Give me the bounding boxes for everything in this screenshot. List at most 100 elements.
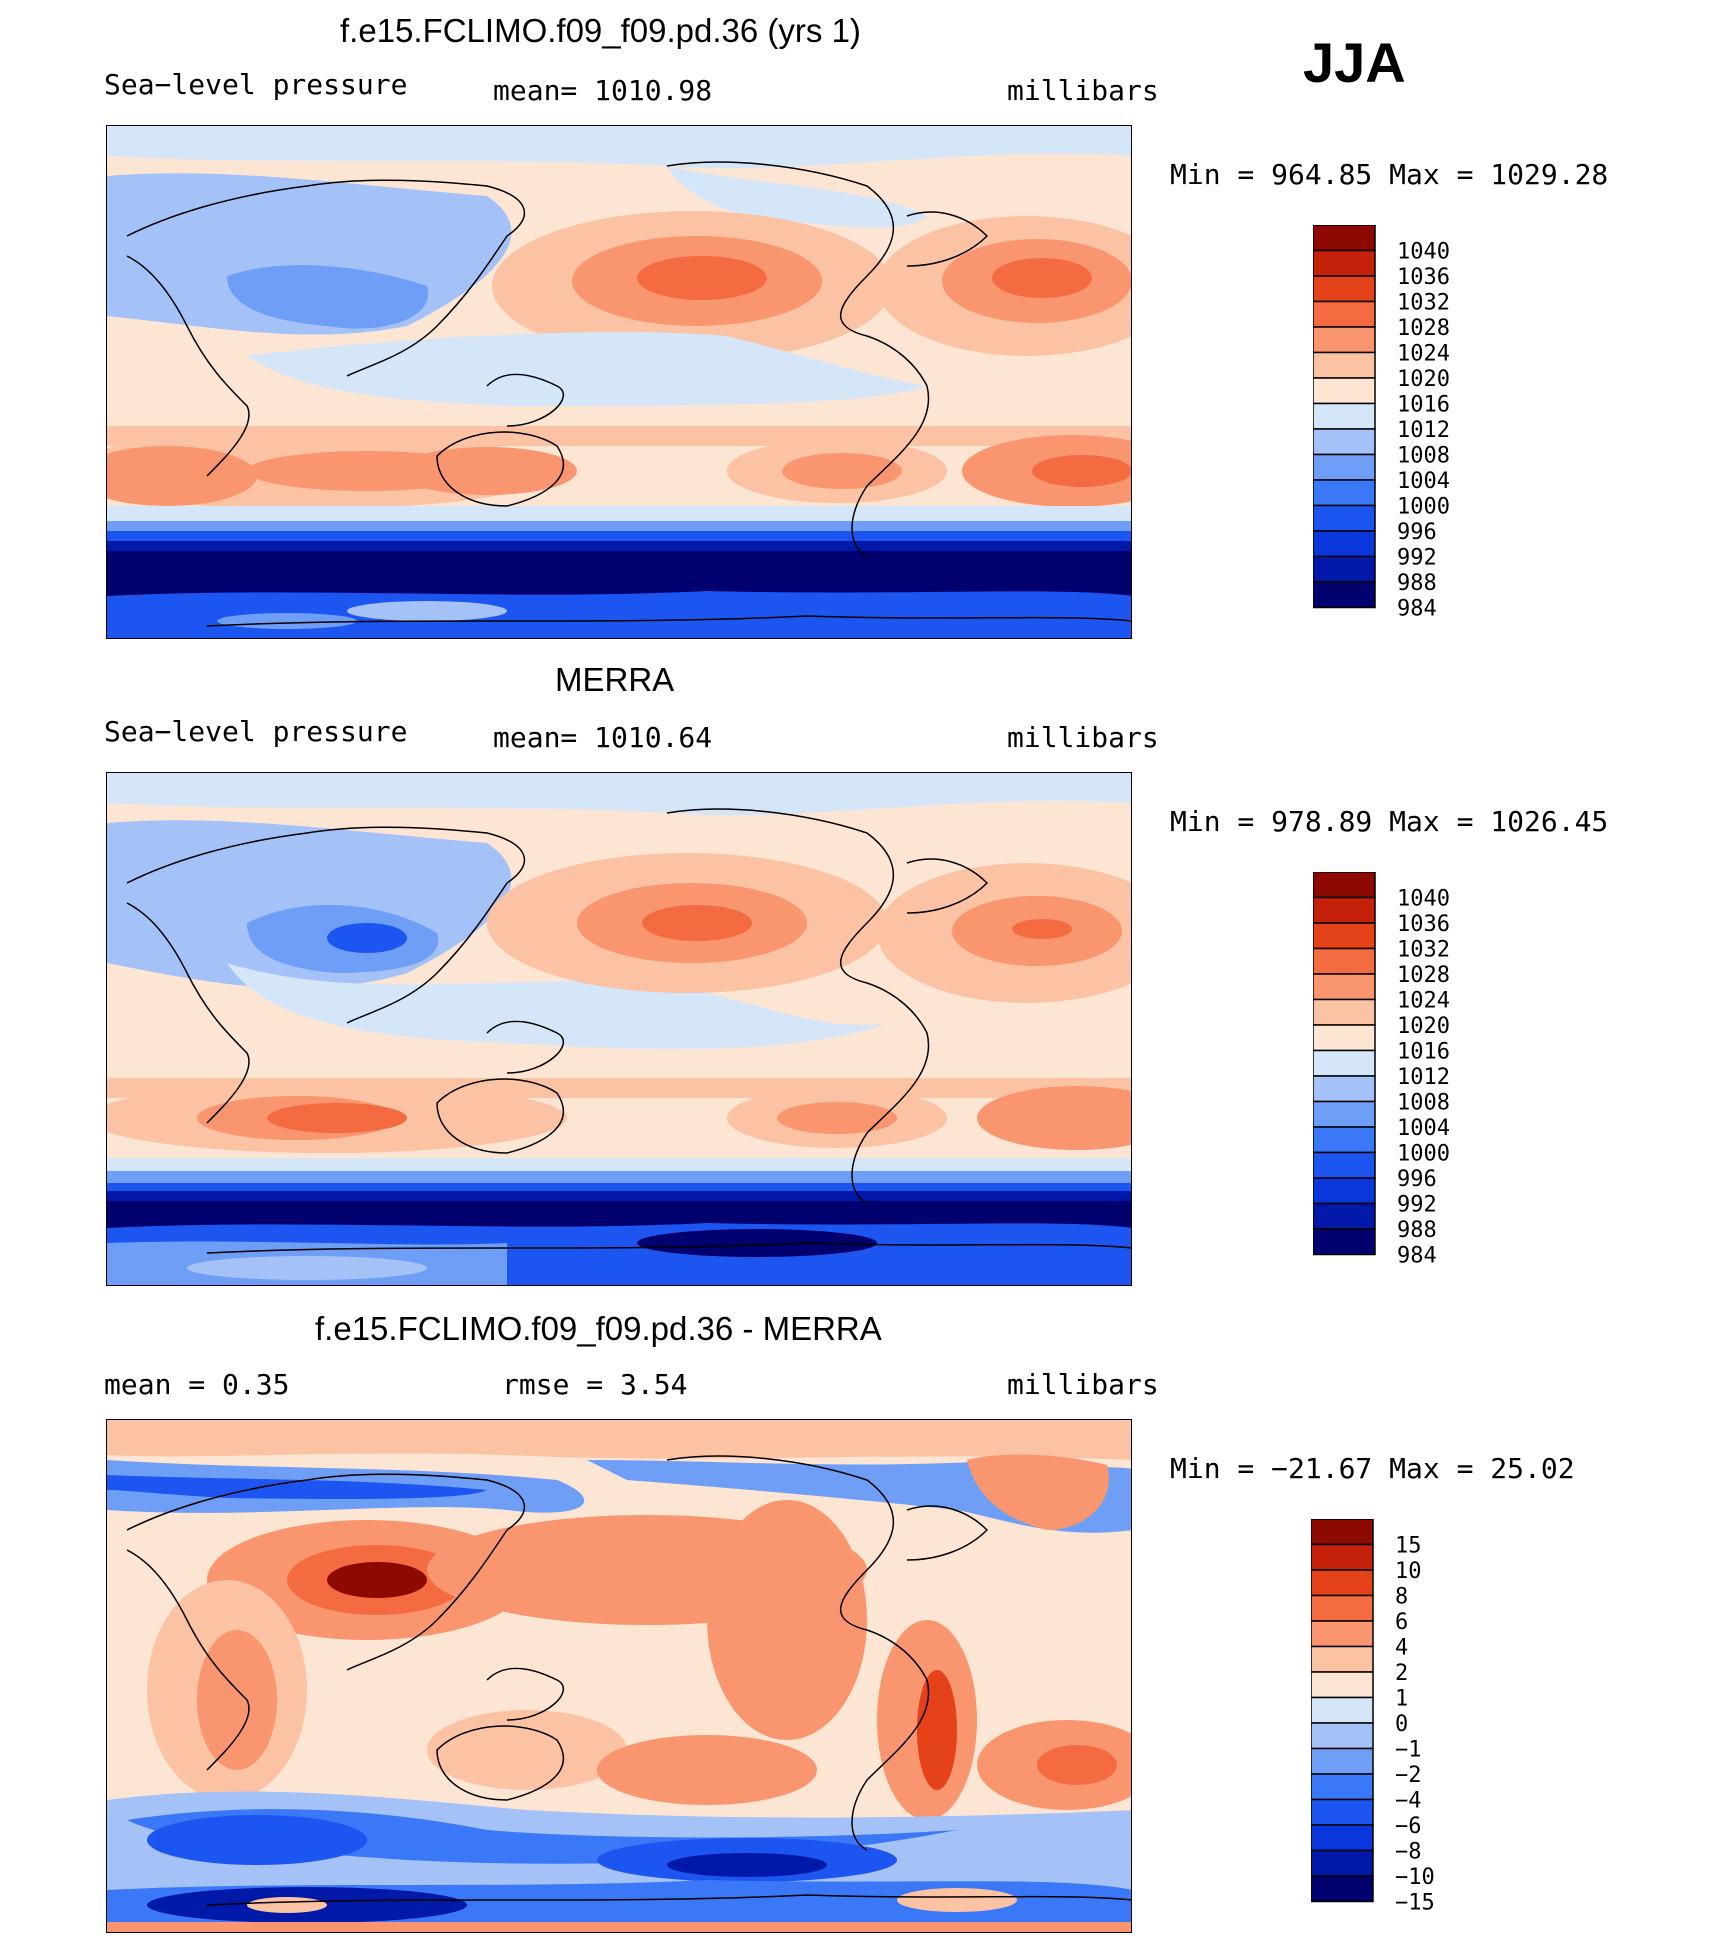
colorbar-tick-label: 1008 <box>1397 1091 1450 1116</box>
colorbar-tick-label: 1036 <box>1397 265 1450 290</box>
colorbar-tick-label: −8 <box>1395 1840 1422 1865</box>
colorbar-tick-label: −4 <box>1395 1789 1422 1814</box>
panel2-mean-label: mean= 1010.64 <box>493 721 713 754</box>
colorbar-tick-label: 10 <box>1395 1559 1422 1584</box>
panel3-minmax: Min = −21.67 Max = 25.02 <box>1170 1452 1575 1485</box>
colorbar-tick-label: 1016 <box>1397 1040 1450 1065</box>
colorbar-segment <box>1312 275 1376 303</box>
colorbar-tick-label: 1032 <box>1397 291 1450 316</box>
colorbar-tick-label: 996 <box>1397 1167 1437 1192</box>
panel3-units-label: millibars <box>1007 1368 1159 1401</box>
colorbar-tick-label: 988 <box>1397 1218 1437 1243</box>
panel1-map-svg <box>107 126 1131 638</box>
colorbar-tick-label: 1004 <box>1397 1116 1450 1141</box>
panel2-map <box>106 772 1132 1286</box>
colorbar-segment <box>1310 1671 1374 1699</box>
panel2-title: MERRA <box>555 661 675 698</box>
colorbar-segment <box>1312 896 1376 924</box>
panel3-map <box>106 1419 1132 1933</box>
colorbar-tick-label: −6 <box>1395 1814 1422 1839</box>
panel3-title: f.e15.FCLIMO.f09_f09.pd.36 - MERRA <box>315 1310 882 1347</box>
colorbar-tick-label: 1012 <box>1397 1065 1450 1090</box>
colorbar-segment <box>1312 1228 1376 1256</box>
colorbar-segment <box>1312 530 1376 558</box>
panel1-minmax: Min = 964.85 Max = 1029.28 <box>1170 158 1609 191</box>
colorbar-tick-label: 992 <box>1397 1193 1437 1218</box>
colorbar-segment <box>1312 453 1376 481</box>
colorbar-segment <box>1310 1875 1374 1903</box>
panel3-mean-label: mean = 0.35 <box>104 1368 290 1401</box>
panel2-units-label: millibars <box>1007 721 1159 754</box>
colorbar-tick-label: −10 <box>1395 1865 1435 1890</box>
colorbar-tick-label: 1040 <box>1397 240 1450 265</box>
colorbar-segment <box>1312 1177 1376 1205</box>
colorbar-tick-label: 1 <box>1395 1687 1408 1712</box>
colorbar-tick-label: −2 <box>1395 1763 1422 1788</box>
colorbar-segment <box>1312 479 1376 507</box>
panel3-colorbar: 15 10 8 6 4 2 1 0 −1 −2 −4 −6 −8 −10 −15 <box>1310 1518 1471 1934</box>
panel1-map <box>106 125 1132 639</box>
panel3-rmse-label: rmse = 3.54 <box>502 1368 688 1401</box>
colorbar-segment <box>1312 1100 1376 1128</box>
colorbar-tick-label: −15 <box>1395 1891 1435 1916</box>
colorbar-segment <box>1310 1773 1374 1801</box>
colorbar-tick-label: 15 <box>1395 1534 1422 1559</box>
panel1-variable-label: Sea−level pressure <box>104 68 408 101</box>
colorbar-tick-label: 1024 <box>1397 342 1450 367</box>
colorbar-segment <box>1312 249 1376 277</box>
panel1-title: f.e15.FCLIMO.f09_f09.pd.36 (yrs 1) <box>340 12 861 49</box>
colorbar-tick-label: 996 <box>1397 520 1437 545</box>
colorbar-tick-label: 1028 <box>1397 316 1450 341</box>
colorbar-tick-label: 1040 <box>1397 887 1450 912</box>
colorbar-tick-label: 1008 <box>1397 444 1450 469</box>
colorbar-tick-label: 1000 <box>1397 1142 1450 1167</box>
colorbar-tick-label: 2 <box>1395 1661 1408 1686</box>
colorbar-tick-label: 1028 <box>1397 963 1450 988</box>
colorbar-tick-label: 0 <box>1395 1712 1408 1737</box>
colorbar-segment <box>1312 351 1376 379</box>
colorbar-segment <box>1312 428 1376 456</box>
colorbar-segment <box>1312 402 1376 430</box>
colorbar-tick-label: 1016 <box>1397 393 1450 418</box>
colorbar-segment <box>1312 871 1376 899</box>
colorbar-tick-label: 1024 <box>1397 989 1450 1014</box>
season-label: JJA <box>1303 31 1406 94</box>
colorbar-tick-label: 1020 <box>1397 1014 1450 1039</box>
colorbar-tick-label: 992 <box>1397 546 1437 571</box>
colorbar-tick-label: 6 <box>1395 1610 1408 1635</box>
colorbar-segment <box>1312 973 1376 1001</box>
colorbar-segment <box>1312 504 1376 532</box>
colorbar-segment <box>1312 377 1376 405</box>
colorbar-segment <box>1310 1824 1374 1852</box>
panel2-map-svg <box>107 773 1131 1285</box>
colorbar-segment <box>1310 1594 1374 1622</box>
colorbar-segment <box>1312 1151 1376 1179</box>
colorbar-segment <box>1310 1696 1374 1724</box>
colorbar-segment <box>1310 1747 1374 1775</box>
colorbar-segment <box>1312 1075 1376 1103</box>
panel1-units-label: millibars <box>1007 74 1159 107</box>
colorbar-segment <box>1310 1645 1374 1673</box>
colorbar-tick-label: 4 <box>1395 1636 1408 1661</box>
panel2-colorbar-svg: 1040103610321028102410201016101210081004… <box>1312 871 1450 1269</box>
colorbar-tick-label: 1020 <box>1397 367 1450 392</box>
colorbar-tick-label: 8 <box>1395 1585 1408 1610</box>
colorbar-segment <box>1312 1049 1376 1077</box>
colorbar-tick-label: 984 <box>1397 1244 1437 1269</box>
colorbar-tick-label: −1 <box>1395 1738 1422 1763</box>
colorbar-segment <box>1312 922 1376 950</box>
colorbar-tick-label: 984 <box>1397 597 1437 622</box>
panel2-colorbar: 1040 1036 1032 1028 1024 1020 1016 1012 1008 1004… <box>1312 871 1473 1287</box>
colorbar-segment <box>1312 1024 1376 1052</box>
colorbar-tick-label: 1000 <box>1397 495 1450 520</box>
colorbar-segment <box>1312 326 1376 354</box>
colorbar-tick-label: 1004 <box>1397 469 1450 494</box>
colorbar-segment <box>1312 947 1376 975</box>
colorbar-segment <box>1310 1849 1374 1877</box>
colorbar-segment <box>1312 1126 1376 1154</box>
colorbar-segment <box>1312 581 1376 609</box>
colorbar-segment <box>1312 300 1376 328</box>
colorbar-tick-label: 1012 <box>1397 418 1450 443</box>
panel3-map-svg <box>107 1420 1131 1932</box>
